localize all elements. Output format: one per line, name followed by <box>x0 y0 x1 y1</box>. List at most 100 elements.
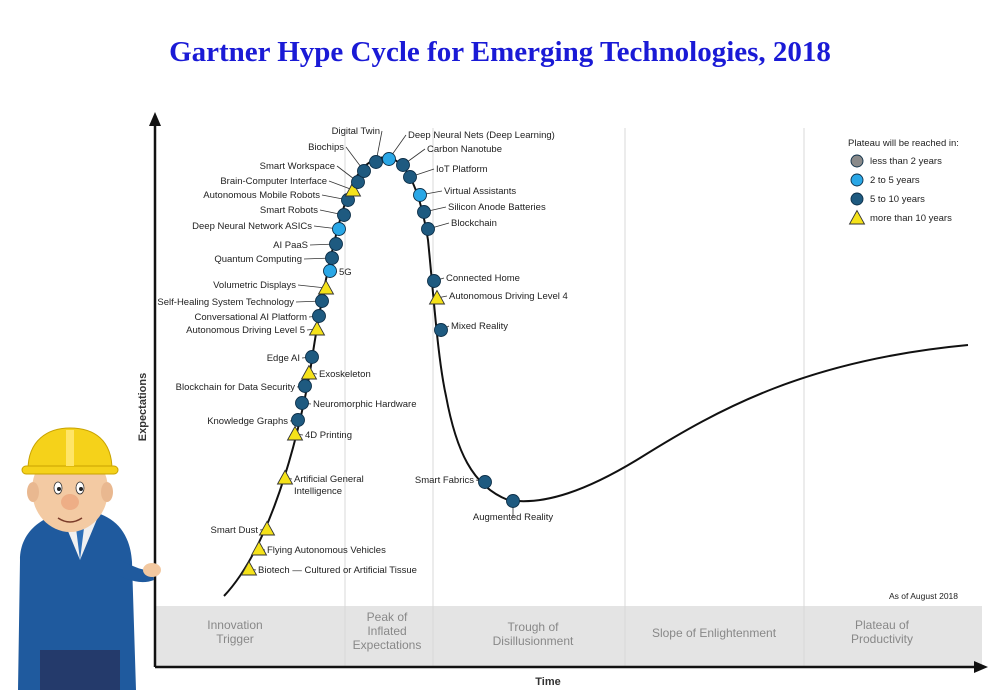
label-smart-robots: Smart Robots <box>260 205 318 216</box>
phase-label: Trigger <box>216 632 254 646</box>
legend-label: 5 to 10 years <box>870 194 925 205</box>
label-augmented-reality: Augmented Reality <box>473 512 554 523</box>
legend-marker-less-than-2-years-circle-icon <box>850 154 864 168</box>
phase-label: Innovation <box>207 618 262 632</box>
marker-smart-robots <box>337 208 351 222</box>
label-digital-twin: Digital Twin <box>332 126 380 137</box>
legend-label: less than 2 years <box>870 156 942 167</box>
marker-self-healing-system-technology <box>315 294 329 308</box>
marker-conversational-ai-platform <box>312 309 326 323</box>
marker-mixed-reality <box>434 323 448 337</box>
label-self-healing-system-technology: Self-Healing System Technology <box>157 297 294 308</box>
marker-quantum-computing <box>325 251 339 265</box>
marker-augmented-reality <box>506 494 520 508</box>
label-deep-neural-nets-deep-learning: Deep Neural Nets (Deep Learning) <box>408 130 555 141</box>
phase-label: Trough of <box>508 620 560 634</box>
marker-blockchain-for-data-security <box>298 379 312 393</box>
label-autonomous-driving-level-5: Autonomous Driving Level 5 <box>186 325 305 336</box>
marker-artificial-general-intelligence <box>276 469 294 485</box>
label-autonomous-driving-level-4: Autonomous Driving Level 4 <box>449 291 568 302</box>
label-smart-dust: Smart Dust <box>210 525 258 536</box>
label-conversational-ai-platform: Conversational AI Platform <box>195 312 308 323</box>
y-axis-label: Expectations <box>137 373 149 441</box>
label-volumetric-displays: Volumetric Displays <box>213 280 296 291</box>
label-deep-neural-network-asics: Deep Neural Network ASICs <box>192 221 312 232</box>
page-title: Gartner Hype Cycle for Emerging Technolo… <box>169 36 831 68</box>
marker-deep-neural-network-asics <box>332 222 346 236</box>
label-knowledge-graphs: Knowledge Graphs <box>207 416 288 427</box>
legend-marker-5-to-10-years-circle-icon <box>850 192 864 206</box>
label-connected-home: Connected Home <box>446 273 520 284</box>
marker-smart-workspace <box>351 175 365 189</box>
marker-silicon-anode-batteries <box>417 205 431 219</box>
marker-biotech-cultured-or-artificial-tissue <box>240 560 258 576</box>
phase-label: Expectations <box>353 638 422 652</box>
phase-label: Plateau of <box>855 618 910 632</box>
mascot-engineer-illustration <box>18 427 161 690</box>
label-biotech-cultured-or-artificial-tissue: Biotech — Cultured or Artificial Tissue <box>258 565 417 576</box>
marker-autonomous-driving-level-5 <box>308 320 326 336</box>
marker-knowledge-graphs <box>291 413 305 427</box>
label-blockchain-for-data-security: Blockchain for Data Security <box>176 382 296 393</box>
marker-iot-platform <box>403 170 417 184</box>
label-ai-paas: AI PaaS <box>273 240 308 251</box>
marker-volumetric-displays <box>317 279 335 295</box>
marker-flying-autonomous-vehicles <box>250 540 268 556</box>
phase-label: Inflated <box>367 624 406 638</box>
leader-line <box>297 284 327 289</box>
label-smart-workspace: Smart Workspace <box>260 161 335 172</box>
marker-brain-computer-interface <box>344 181 362 197</box>
legend-label: 2 to 5 years <box>870 175 920 186</box>
label-smart-fabrics: Smart Fabrics <box>415 475 474 486</box>
phase-label: Productivity <box>851 632 913 646</box>
marker-neuromorphic-hardware <box>295 396 309 410</box>
x-axis-label: Time <box>535 676 560 688</box>
legend-label: more than 10 years <box>870 213 952 224</box>
marker-edge-ai <box>305 350 319 364</box>
label-edge-ai: Edge AI <box>267 353 300 364</box>
label-virtual-assistants: Virtual Assistants <box>444 186 516 197</box>
label-carbon-nanotube: Carbon Nanotube <box>427 144 502 155</box>
phase-separators <box>344 128 805 666</box>
label-biochips: Biochips <box>308 142 344 153</box>
legend-marker-2-to-5-years-circle-icon <box>850 173 864 187</box>
marker-virtual-assistants <box>413 188 427 202</box>
marker-digital-twin <box>369 155 383 169</box>
phase-label: Disillusionment <box>493 634 574 648</box>
label-exoskeleton: Exoskeleton <box>319 369 371 380</box>
label-quantum-computing: Quantum Computing <box>214 254 302 265</box>
label-autonomous-mobile-robots: Autonomous Mobile Robots <box>203 190 320 201</box>
marker-smart-dust <box>258 520 276 536</box>
marker-deep-neural-nets-deep-learning <box>382 152 396 166</box>
label-brain-computer-interface: Brain-Computer Interface <box>220 176 327 187</box>
label-blockchain: Blockchain <box>451 218 497 229</box>
label-neuromorphic-hardware: Neuromorphic Hardware <box>313 399 416 410</box>
marker-connected-home <box>427 274 441 288</box>
y-axis-arrow-icon <box>149 112 161 126</box>
legend: Plateau will be reached in: less than 2 … <box>848 138 959 225</box>
marker-smart-fabrics <box>478 475 492 489</box>
leader-line <box>328 180 354 191</box>
marker-exoskeleton <box>300 364 318 380</box>
label-artificial-general-intelligence: Artificial General Intelligence <box>294 474 364 497</box>
marker-ai-paas <box>329 237 343 251</box>
phase-label: Peak of <box>367 610 408 624</box>
label-silicon-anode-batteries: Silicon Anode Batteries <box>448 202 546 213</box>
phase-label: Slope of Enlightenment <box>652 626 777 640</box>
legend-title: Plateau will be reached in: <box>848 138 959 149</box>
legend-marker-more-than-10-years-triangle-icon <box>848 209 866 225</box>
label-flying-autonomous-vehicles: Flying Autonomous Vehicles <box>267 545 386 556</box>
label-4d-printing: 4D Printing <box>305 430 352 441</box>
label-iot-platform: IoT Platform <box>436 164 488 175</box>
as-of-note: As of August 2018 <box>889 591 958 601</box>
marker-blockchain <box>421 222 435 236</box>
marker-5g <box>323 264 337 278</box>
label-5g: 5G <box>339 267 352 278</box>
x-axis-arrow-icon <box>974 661 988 673</box>
marker-biochips <box>357 164 371 178</box>
marker-autonomous-driving-level-4 <box>428 289 446 305</box>
marker-carbon-nanotube <box>396 158 410 172</box>
marker-4d-printing <box>286 425 304 441</box>
